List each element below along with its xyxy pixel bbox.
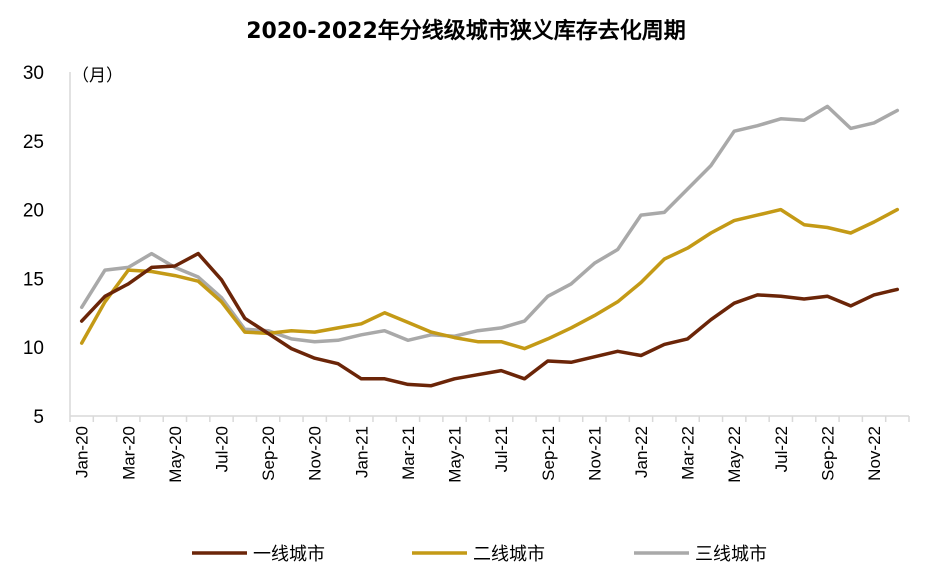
x-tick-label: Jan-20 — [73, 426, 92, 478]
legend-label: 三线城市 — [695, 544, 767, 565]
y-tick-label: 15 — [23, 269, 44, 290]
y-tick-label: 10 — [23, 338, 44, 359]
y-axis-unit-label: （月） — [72, 66, 123, 86]
legend: 一线城市 二线城市 三线城市 — [192, 544, 767, 565]
x-tick-label: Sep-22 — [818, 426, 837, 481]
x-tick-label: Mar-20 — [119, 426, 138, 480]
y-tick-label: 25 — [23, 132, 44, 153]
x-tick-label: Mar-21 — [399, 426, 418, 480]
series-line-2 — [79, 207, 900, 351]
x-tick-label: May-22 — [725, 426, 744, 483]
x-tick-label: Mar-22 — [679, 426, 698, 480]
x-tick-label: Jan-21 — [352, 426, 371, 478]
x-tick-label: May-21 — [446, 426, 465, 483]
x-tick-label: Jul-22 — [772, 426, 791, 472]
x-tick-label: Nov-20 — [306, 426, 325, 481]
y-axis-ticks: 5 10 15 20 25 30 — [23, 63, 44, 428]
series-line-1 — [79, 251, 900, 388]
x-tick-label: Sep-21 — [539, 426, 558, 481]
series-lines — [79, 104, 900, 388]
x-tick-label: Sep-20 — [259, 426, 278, 481]
x-tick-label: Jan-22 — [632, 426, 651, 478]
x-tick-label: Nov-21 — [585, 426, 604, 481]
x-tick-label: Jul-20 — [212, 426, 231, 472]
x-axis-ticks: Jan-20 Mar-20 May-20 Jul-20 Sep-20 Nov-20 Jan-… — [69, 416, 910, 483]
y-tick-label: 5 — [33, 407, 44, 428]
chart-title: 2020-2022年分线级城市狭义库存去化周期 — [246, 18, 686, 44]
x-tick-label: May-20 — [166, 426, 185, 483]
series-line-3 — [79, 104, 900, 344]
y-tick-label: 30 — [23, 63, 44, 84]
x-tick-label: Jul-21 — [492, 426, 511, 472]
legend-label: 二线城市 — [473, 544, 545, 565]
legend-label: 一线城市 — [253, 544, 325, 565]
x-tick-label: Nov-22 — [865, 426, 884, 481]
y-tick-label: 20 — [23, 201, 44, 222]
